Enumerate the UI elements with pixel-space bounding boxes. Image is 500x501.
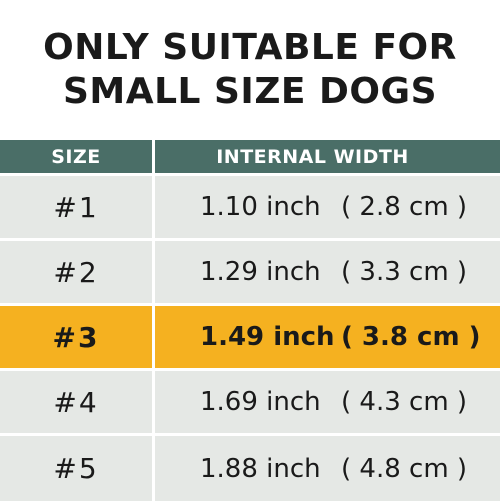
width-cell: 1.49 inch ( 3.8 cm )	[155, 306, 500, 368]
size-cell: #1	[0, 176, 155, 238]
width-cm: ( 3.8 cm )	[341, 322, 481, 352]
width-cm: ( 3.3 cm )	[341, 257, 468, 287]
size-cell: #2	[0, 241, 155, 303]
width-cm: ( 4.8 cm )	[341, 453, 468, 484]
table-row-size-3-highlighted: #3 1.49 inch ( 3.8 cm )	[0, 306, 500, 371]
table-row-size-2: #2 1.29 inch ( 3.3 cm )	[0, 241, 500, 306]
width-inch: 1.69 inch	[200, 387, 321, 417]
header-size: SIZE	[0, 140, 155, 173]
size-cell: #5	[0, 436, 155, 501]
width-inch: 1.88 inch	[200, 453, 321, 484]
width-inch: 1.29 inch	[200, 257, 321, 287]
width-cm: ( 4.3 cm )	[341, 387, 468, 417]
headline: ONLY SUITABLE FOR SMALL SIZE DOGS	[0, 26, 500, 114]
size-cell: #4	[0, 371, 155, 433]
width-inch: 1.49 inch	[200, 322, 335, 352]
width-cell: 1.10 inch ( 2.8 cm )	[155, 176, 500, 238]
size-chart-table: SIZE INTERNAL WIDTH #1 1.10 inch ( 2.8 c…	[0, 140, 500, 501]
table-row-size-4: #4 1.69 inch ( 4.3 cm )	[0, 371, 500, 436]
table-row-size-1: #1 1.10 inch ( 2.8 cm )	[0, 176, 500, 241]
table-row-size-5: #5 1.88 inch ( 4.8 cm )	[0, 436, 500, 501]
width-cell: 1.88 inch ( 4.8 cm )	[155, 436, 500, 501]
width-cm: ( 2.8 cm )	[341, 192, 468, 222]
size-cell: #3	[0, 306, 155, 368]
width-cell: 1.29 inch ( 3.3 cm )	[155, 241, 500, 303]
table-header-row: SIZE INTERNAL WIDTH	[0, 140, 500, 176]
width-inch: 1.10 inch	[200, 192, 321, 222]
headline-line-2: SMALL SIZE DOGS	[62, 71, 438, 112]
header-internal-width: INTERNAL WIDTH	[216, 145, 409, 168]
width-cell: 1.69 inch ( 4.3 cm )	[155, 371, 500, 433]
headline-line-1: ONLY SUITABLE FOR	[43, 27, 457, 68]
